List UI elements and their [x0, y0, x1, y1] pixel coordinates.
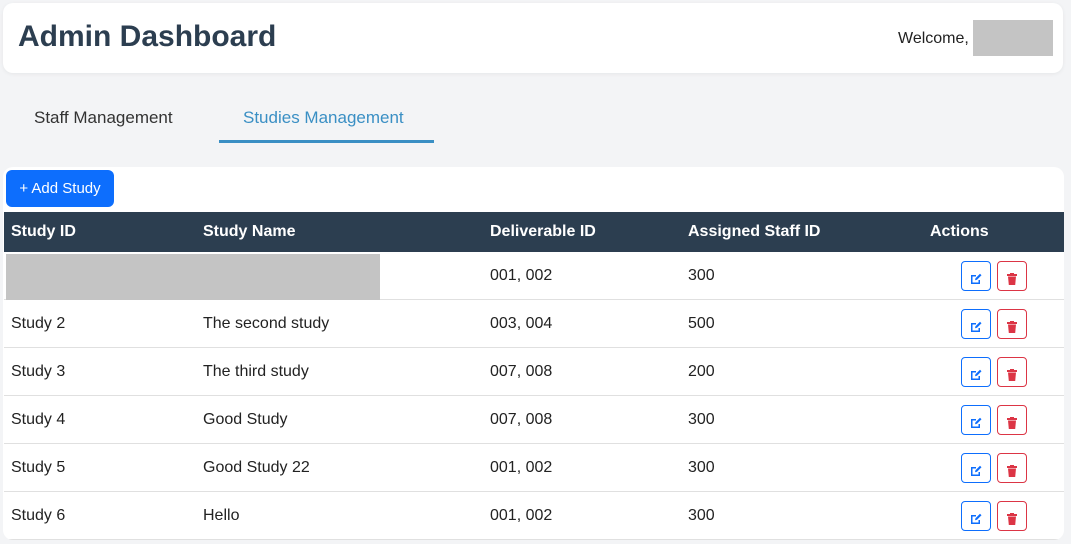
table-cell: Good Study — [196, 395, 483, 444]
table-row: Study 5 Good Study 22 001, 002 300 — [4, 443, 1064, 492]
table-cell: 500 — [681, 299, 923, 348]
edit-button[interactable] — [960, 356, 991, 387]
actions-cell — [923, 252, 1064, 300]
table-row: 001, 002 300 — [4, 252, 1064, 300]
column-header: Actions — [923, 212, 1064, 252]
table-cell: 001, 002 — [483, 252, 681, 300]
table-row: Study 2 The second study 003, 004 500 — [4, 299, 1064, 348]
delete-button[interactable] — [996, 356, 1027, 387]
delete-button[interactable] — [996, 404, 1027, 435]
table-row: Study 3 The third study 007, 008 200 — [4, 347, 1064, 396]
table-cell: Study 5 — [4, 443, 196, 492]
page-title: Admin Dashboard — [18, 20, 277, 53]
table-cell: The second study — [196, 299, 483, 348]
table-cell: 300 — [681, 252, 923, 300]
actions-cell — [923, 443, 1064, 492]
edit-button[interactable] — [960, 452, 991, 483]
table-cell: Study 4 — [4, 395, 196, 444]
table-cell: 001, 002 — [483, 443, 681, 492]
add-study-button[interactable]: + Add Study — [6, 170, 114, 207]
column-header: Assigned Staff ID — [681, 212, 923, 252]
delete-button[interactable] — [996, 260, 1027, 291]
studies-card: + Add Study Study ID Study Name Deliverabl… — [3, 167, 1064, 540]
edit-button[interactable] — [960, 308, 991, 339]
column-header: Study Name — [196, 212, 483, 252]
edit-button[interactable] — [960, 500, 991, 531]
delete-button[interactable] — [996, 308, 1027, 339]
table-cell: Study 6 — [4, 491, 196, 540]
table-row: Study 6 Hello 001, 002 300 — [4, 491, 1064, 540]
table-cell: 300 — [681, 395, 923, 444]
actions-cell — [923, 395, 1064, 444]
delete-button[interactable] — [996, 500, 1027, 531]
table-cell: Study 2 — [4, 299, 196, 348]
table-cell — [4, 252, 380, 300]
column-header: Deliverable ID — [483, 212, 681, 252]
table-cell: 300 — [681, 443, 923, 492]
table-row: Study 4 Good Study 007, 008 300 — [4, 395, 1064, 444]
active-tab-indicator — [219, 140, 434, 143]
header-row: Study ID Study Name Deliverable ID Assigned… — [4, 212, 1064, 252]
edit-button[interactable] — [960, 404, 991, 435]
table-cell: Good Study 22 — [196, 443, 483, 492]
actions-cell — [923, 491, 1064, 540]
welcome-text: Welcome, — [898, 30, 969, 47]
redacted-user — [973, 20, 1053, 56]
redacted-block — [6, 254, 380, 300]
table-cell: Study 3 — [4, 347, 196, 396]
header: Admin Dashboard Welcome, — [3, 3, 1063, 73]
table-cell: 200 — [681, 347, 923, 396]
delete-button[interactable] — [996, 452, 1027, 483]
studies-table: Study ID Study Name Deliverable ID Assigned… — [4, 212, 1064, 540]
table-body: 001, 002 300 Study 2 The second study 003, 0… — [4, 252, 1064, 540]
actions-cell — [923, 299, 1064, 348]
table-cell: 007, 008 — [483, 347, 681, 396]
table-cell: 001, 002 — [483, 491, 681, 540]
edit-button[interactable] — [960, 260, 991, 291]
table-cell: Hello — [196, 491, 483, 540]
column-header: Study ID — [4, 212, 196, 252]
table-cell: 300 — [681, 491, 923, 540]
tab[interactable]: Studies Management — [243, 108, 404, 127]
actions-cell — [923, 347, 1064, 396]
table-cell: The third study — [196, 347, 483, 396]
table-cell: 007, 008 — [483, 395, 681, 444]
table-cell: 003, 004 — [483, 299, 681, 348]
tab[interactable]: Staff Management — [34, 108, 173, 127]
